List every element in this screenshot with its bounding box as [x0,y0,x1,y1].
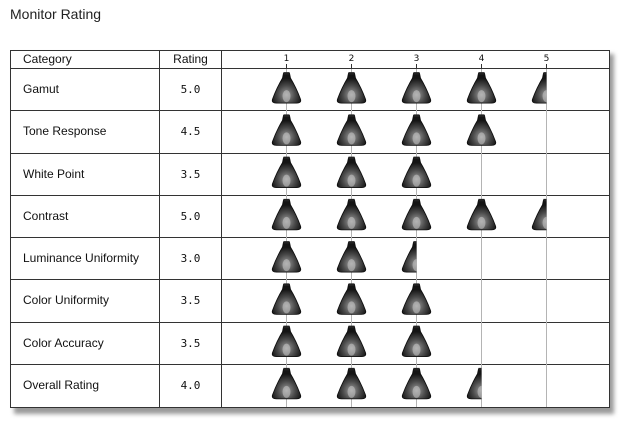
cone-icon [531,72,547,104]
rating-marks-row [271,198,547,231]
rating-marks-row [271,325,432,358]
category-label: Overall Rating [23,377,100,392]
category-label: White Point [23,166,85,181]
rating-column-header: Rating [173,52,208,66]
rating-chart: 1 2 3 4 5 [271,54,550,407]
cone-icon [271,283,302,315]
rating-table: Category Rating Gamut 5.0 Tone Response 4.5… [10,50,610,408]
x-tick-label: 1 [284,54,290,64]
rating-value: 3.5 [180,294,201,308]
cone-icon [466,72,497,104]
x-tick-label: 5 [544,54,550,64]
table-row: Tone Response 4.5 [11,111,609,154]
cone-icon [401,72,432,104]
cone-icon [336,367,367,400]
rating-marks-row [271,241,417,273]
cone-icon [336,114,367,146]
table-row: Gamut 5.0 [11,69,609,112]
x-tick-label: 2 [349,54,355,64]
cone-icon [466,114,497,146]
x-tick-label: 4 [479,54,485,64]
cone-icon [336,156,367,189]
cone-icon [336,283,367,315]
table-row: Contrast 5.0 [11,196,609,238]
category-label: Luminance Uniformity [23,251,140,266]
cone-icon [531,198,547,231]
cone-icon [336,241,367,273]
rating-marks-row [271,367,482,400]
cone-icon [271,72,302,104]
cone-icon [401,325,432,358]
category-label: Tone Response [23,124,107,139]
rating-value: 3.5 [180,167,201,181]
rating-value: 4.0 [180,378,201,392]
page-title: Monitor Rating [10,6,102,22]
table-row: Overall Rating 4.0 [11,365,609,407]
cone-icon [336,72,367,104]
rating-value: 5.0 [180,209,201,223]
cone-icon [336,325,367,358]
rating-value: 3.0 [180,252,201,266]
table-row: Color Accuracy 3.5 [11,323,609,365]
table-row: Color Uniformity 3.5 [11,280,609,323]
column-divider [221,51,222,407]
cone-icon [401,241,417,273]
category-column-header: Category [23,52,72,66]
cone-icon [271,367,302,400]
cone-icon [466,367,482,400]
rating-value: 3.5 [180,336,201,350]
category-label: Color Accuracy [23,335,104,350]
column-divider [159,51,160,407]
cone-icon [271,114,302,146]
cone-icon [271,198,302,231]
cone-icon [271,156,302,189]
rating-value: 4.5 [180,125,201,139]
cone-icon [401,198,432,231]
rating-marks-row [271,72,547,104]
table-row: White Point 3.5 [11,154,609,196]
cone-icon [466,198,497,231]
cone-icon [401,156,432,189]
cone-icon [401,367,432,400]
table-header-row: Category Rating [11,51,609,69]
cone-icon [401,114,432,146]
rating-value: 5.0 [180,83,201,97]
rating-marks-row [271,156,432,189]
table-row: Luminance Uniformity 3.0 [11,238,609,281]
rating-marks-row [271,114,497,146]
x-tick-label: 3 [414,54,420,64]
rating-marks-row [271,283,432,315]
category-label: Color Uniformity [23,293,110,308]
category-label: Gamut [23,82,60,97]
cone-icon [271,325,302,358]
cone-icon [271,241,302,273]
cone-icon [336,198,367,231]
category-label: Contrast [23,208,69,223]
cone-icon [401,283,432,315]
